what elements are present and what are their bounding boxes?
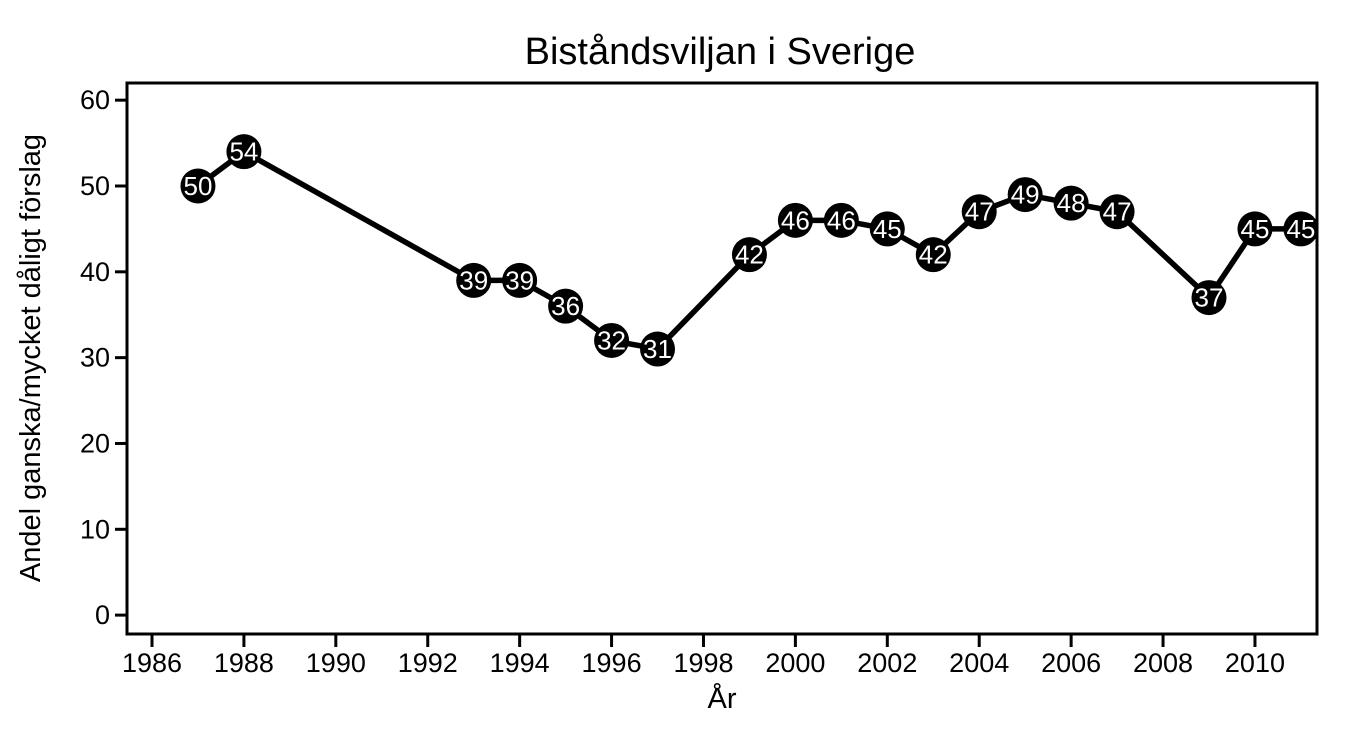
x-tick-label: 1992 [398, 648, 458, 678]
data-point-label: 45 [1286, 214, 1315, 244]
data-point-label: 39 [459, 265, 488, 295]
data-point-marker [1283, 211, 1319, 247]
y-axis-label: Andel ganska/mycket dåligt förslag [15, 134, 47, 582]
data-point-label: 46 [827, 205, 856, 235]
x-tick-label: 1990 [306, 648, 366, 678]
data-point-label: 36 [551, 291, 580, 321]
data-point-marker [1191, 280, 1227, 316]
y-tick-label: 50 [80, 171, 110, 201]
x-axis: 1986 1988 1990 1992 1994 1996 1998 2000 2002 2004… [122, 634, 1285, 678]
data-point-label: 54 [229, 137, 258, 167]
x-tick-label: 1986 [122, 648, 182, 678]
y-tick-label: 20 [80, 428, 110, 458]
data-point-marker [226, 134, 262, 170]
data-point-marker [180, 168, 216, 204]
data-point-marker [456, 262, 492, 298]
data-point-marker [1099, 194, 1135, 230]
chart-title: Biståndsviljan i Sverige [525, 31, 916, 73]
data-point-label: 47 [965, 197, 994, 227]
data-point-marker [1237, 211, 1273, 247]
data-point-marker [823, 202, 859, 238]
data-point-marker [1007, 177, 1043, 213]
x-tick-label: 2006 [1041, 648, 1101, 678]
data-point-label: 48 [1057, 188, 1086, 218]
data-point-label: 42 [735, 240, 764, 270]
x-tick-label: 1988 [214, 648, 274, 678]
x-tick-label: 1998 [673, 648, 733, 678]
data-point-marker [869, 211, 905, 247]
data-point-label: 45 [1240, 214, 1269, 244]
y-tick-label: 0 [95, 600, 110, 630]
y-axis: 0 10 20 30 40 50 60 [80, 85, 127, 630]
data-point-marker [502, 262, 538, 298]
data-point-marker [731, 237, 767, 273]
data-point-marker [594, 322, 630, 358]
x-axis-label: År [708, 682, 737, 715]
data-point-marker [915, 237, 951, 273]
plot-frame [125, 81, 1319, 636]
y-tick-label: 30 [80, 343, 110, 373]
data-point-label: 50 [183, 171, 212, 201]
data-point-label: 42 [919, 240, 948, 270]
data-point-label: 31 [643, 334, 672, 364]
data-series: 50 54 39 39 36 32 31 42 46 46 45 42 47 49 48 47 37 45 45 [180, 134, 1319, 367]
data-point-label: 45 [873, 214, 902, 244]
data-point-label: 49 [1011, 180, 1040, 210]
x-tick-label: 2000 [765, 648, 825, 678]
data-point-label: 46 [781, 205, 810, 235]
data-point-marker [777, 202, 813, 238]
data-point-label: 32 [597, 325, 626, 355]
x-tick-label: 2010 [1225, 648, 1285, 678]
data-point-marker [548, 288, 584, 324]
x-tick-label: 1994 [490, 648, 550, 678]
data-point-marker [1053, 185, 1089, 221]
data-point-label: 37 [1195, 283, 1224, 313]
x-tick-label: 2004 [949, 648, 1009, 678]
data-point-marker [640, 331, 676, 367]
data-point-label: 39 [505, 265, 534, 295]
x-tick-label: 2002 [857, 648, 917, 678]
y-tick-label: 60 [80, 85, 110, 115]
data-point-marker [961, 194, 997, 230]
y-tick-label: 10 [80, 514, 110, 544]
x-tick-label: 1996 [582, 648, 642, 678]
data-point-label: 47 [1103, 197, 1132, 227]
x-tick-label: 2008 [1133, 648, 1193, 678]
y-tick-label: 40 [80, 257, 110, 287]
